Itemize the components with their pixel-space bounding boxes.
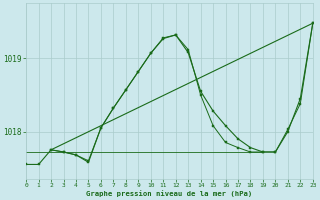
X-axis label: Graphe pression niveau de la mer (hPa): Graphe pression niveau de la mer (hPa) (86, 190, 252, 197)
